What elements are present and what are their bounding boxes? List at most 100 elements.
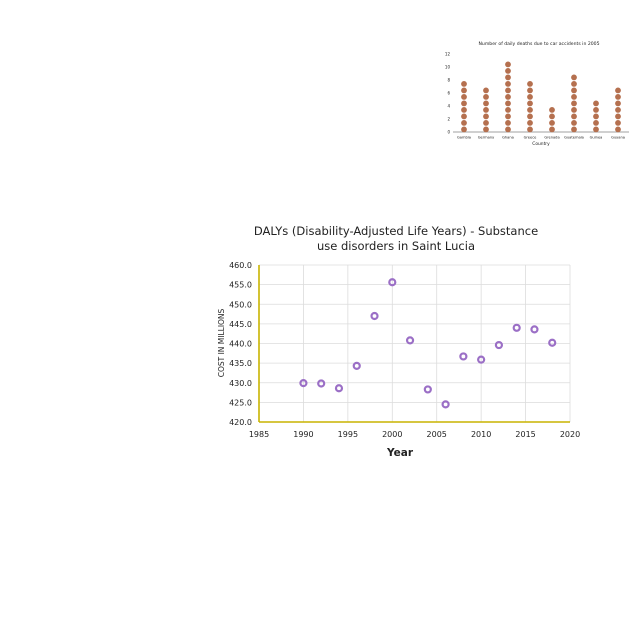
dot-plot-dot — [483, 94, 489, 100]
dot-plot-x-tick: Gambia — [457, 136, 471, 140]
dot-plot-dot — [505, 74, 511, 81]
dot-plot-dot — [505, 126, 511, 133]
dot-plot-dot — [483, 107, 489, 113]
dot-plot-dot — [571, 87, 577, 94]
scatter-title-line-2: use disorders in Saint Lucia — [317, 239, 475, 253]
scatter-y-tick: 445.0 — [229, 320, 252, 329]
scatter-x-tick: 2010 — [471, 430, 491, 439]
scatter-point — [334, 384, 344, 393]
dot-plot-y-tick: 2 — [447, 116, 450, 121]
scatter-point — [299, 379, 308, 388]
scatter-y-tick: 425.0 — [229, 398, 252, 407]
dot-plot-dot — [505, 107, 511, 113]
dot-plot-dot — [527, 94, 533, 100]
scatter-point — [512, 323, 521, 332]
scatter-point — [530, 325, 539, 334]
dot-plot-dot — [593, 100, 599, 107]
scatter-point — [405, 336, 415, 345]
dot-plot-dot — [505, 94, 511, 100]
scatter-point — [441, 400, 450, 409]
dot-plot-title: Number of daily deaths due to car accide… — [478, 41, 599, 47]
scatter-y-tick: 430.0 — [229, 379, 252, 388]
scatter-x-label: Year — [386, 447, 414, 459]
dot-plot-y-tick: 0 — [447, 129, 450, 134]
scatter-title-line-1: DALYs (Disability-Adjusted Life Years) -… — [254, 224, 538, 238]
dot-plot-dot — [461, 120, 467, 126]
dot-plot-dot — [461, 113, 467, 120]
scatter-y-tick: 455.0 — [229, 281, 252, 290]
dot-plot-dot — [461, 94, 467, 100]
dot-plot-dot — [571, 120, 577, 126]
scatter-y-tick: 420.0 — [229, 418, 252, 427]
dot-plot-dot — [615, 100, 621, 107]
scatter-x-tick: 1995 — [338, 430, 358, 439]
dot-plot-dot — [549, 107, 555, 113]
dot-plot-dot — [527, 87, 533, 94]
dot-plot-dot — [527, 100, 533, 107]
dalys-scatter-chart: DALYs (Disability-Adjusted Life Years) -… — [217, 224, 580, 459]
dot-plot-dot — [483, 120, 489, 126]
dot-plot-dot — [527, 81, 533, 87]
dot-plot-x-tick: Germany — [478, 136, 495, 140]
dot-plot-dot — [527, 120, 533, 126]
dot-plot-dot — [571, 100, 577, 107]
dot-plot-dot — [461, 100, 467, 107]
dot-plot-dot — [505, 81, 511, 87]
scatter-y-tick: 450.0 — [229, 300, 252, 309]
dot-plot-x-tick: Guyana — [611, 136, 625, 140]
dot-plot-dot — [571, 81, 577, 87]
dot-plot-dot — [571, 74, 577, 81]
dot-plot-dot — [615, 120, 621, 126]
dot-plot-dot — [461, 87, 467, 94]
dot-plot-dot — [615, 107, 621, 113]
dot-plot-dot — [549, 126, 555, 133]
dot-plot-dot — [505, 113, 511, 120]
dot-plot-dot — [571, 126, 577, 133]
dot-plot-dot — [483, 126, 489, 133]
dot-plot-dot — [527, 113, 533, 120]
dot-plot-dot — [615, 126, 621, 133]
dot-plot-dot — [505, 61, 511, 68]
dot-plot-dot — [615, 87, 621, 94]
scatter-x-tick: 1990 — [293, 430, 313, 439]
dot-plot-dot — [483, 100, 489, 107]
dot-plot-x-label: Country — [532, 141, 550, 147]
dot-plot-dot — [483, 87, 489, 94]
scatter-point — [388, 278, 397, 287]
dot-plot-dot — [527, 126, 533, 133]
dot-plot-dot — [571, 113, 577, 120]
dot-plot-x-tick: Guinea — [590, 136, 603, 140]
scatter-point — [370, 311, 379, 321]
dot-plot-dot — [549, 113, 555, 120]
dot-plot-dot — [593, 113, 599, 120]
dot-plot-y-tick: 8 — [447, 77, 450, 82]
scatter-x-tick: 1985 — [249, 430, 269, 439]
dot-plot-chart: Number of daily deaths due to car accide… — [445, 41, 629, 147]
dot-plot-dot — [615, 113, 621, 120]
scatter-point — [352, 361, 361, 370]
scatter-point — [317, 379, 326, 388]
dot-plot-x-tick: Ghana — [502, 136, 514, 140]
dot-plot-dot — [593, 126, 599, 133]
scatter-y-tick: 440.0 — [229, 340, 252, 349]
dot-plot-dot — [505, 100, 511, 107]
dot-plot-x-tick: Greece — [524, 136, 538, 140]
dot-plot-dot — [571, 94, 577, 100]
scatter-x-tick: 2015 — [515, 430, 535, 439]
dot-plot-dot — [593, 107, 599, 113]
scatter-x-tick: 2000 — [382, 430, 402, 439]
dot-plot-dot — [527, 107, 533, 113]
dot-plot-dot — [461, 81, 467, 87]
dot-plot-dot — [461, 107, 467, 113]
dot-plot-dot — [505, 87, 511, 94]
scatter-y-tick: 460.0 — [229, 261, 252, 270]
dot-plot-x-tick: Guatemala — [564, 136, 584, 140]
scatter-y-label: COST IN MILLIONS — [217, 308, 226, 377]
dot-plot-dot — [615, 94, 621, 100]
scatter-point — [459, 352, 468, 361]
dot-plot-y-tick: 6 — [447, 90, 450, 95]
dot-plot-y-tick: 10 — [445, 64, 451, 69]
scatter-point — [494, 340, 504, 350]
dot-plot-dot — [483, 113, 489, 120]
